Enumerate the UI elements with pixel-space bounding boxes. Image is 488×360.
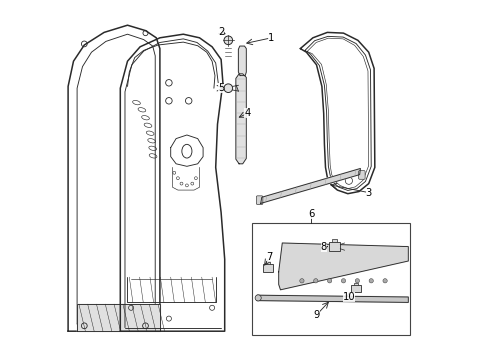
FancyBboxPatch shape xyxy=(256,196,263,204)
Circle shape xyxy=(313,279,317,283)
Circle shape xyxy=(299,279,304,283)
Circle shape xyxy=(224,84,232,93)
Text: 9: 9 xyxy=(313,310,319,320)
Text: 5: 5 xyxy=(218,83,224,93)
Text: 1: 1 xyxy=(268,33,274,43)
Bar xyxy=(263,264,272,272)
Bar xyxy=(331,239,336,242)
Text: 6: 6 xyxy=(307,209,314,219)
Circle shape xyxy=(368,279,373,283)
Text: 8: 8 xyxy=(320,242,326,252)
Bar xyxy=(265,261,269,264)
Circle shape xyxy=(224,36,232,45)
Polygon shape xyxy=(278,243,407,290)
Bar xyxy=(251,223,409,335)
Polygon shape xyxy=(77,304,160,331)
Polygon shape xyxy=(235,74,246,164)
Bar xyxy=(353,283,358,285)
Circle shape xyxy=(354,279,359,283)
Bar xyxy=(328,242,340,251)
Polygon shape xyxy=(260,168,360,203)
Bar xyxy=(350,285,361,292)
Polygon shape xyxy=(238,46,246,76)
Circle shape xyxy=(341,279,345,283)
FancyBboxPatch shape xyxy=(358,171,365,179)
Circle shape xyxy=(382,279,386,283)
Circle shape xyxy=(255,295,261,301)
Text: 3: 3 xyxy=(365,188,371,198)
Text: 4: 4 xyxy=(244,108,250,118)
Text: 7: 7 xyxy=(266,252,272,262)
Text: 10: 10 xyxy=(342,292,354,302)
Text: 2: 2 xyxy=(218,27,224,37)
Polygon shape xyxy=(257,295,407,302)
Circle shape xyxy=(327,279,331,283)
